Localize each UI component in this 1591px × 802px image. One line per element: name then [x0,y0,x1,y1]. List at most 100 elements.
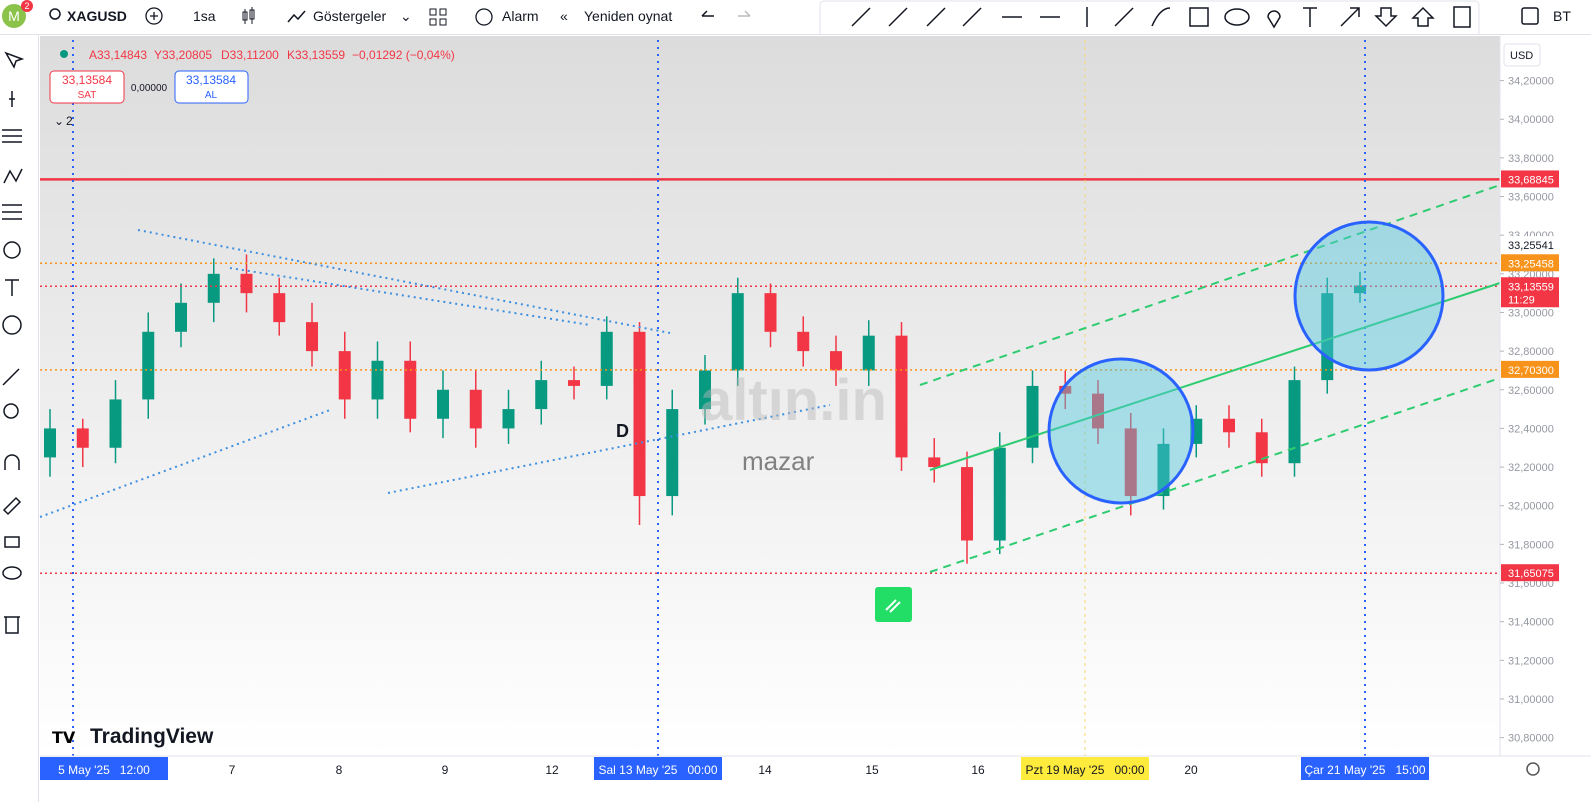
delete-tool[interactable] [4,616,20,634]
top-toolbar: M 2 [0,0,1591,35]
tool[interactable] [1374,7,1398,28]
brand: TradingView [90,725,214,748]
alarm[interactable]: Alarm [502,8,539,24]
legend-change: −0,01292 (−0,04%) [352,48,455,62]
symbol[interactable]: XAGUSD [67,8,127,24]
price-tag [1501,360,1559,378]
candle-body [371,360,384,400]
prediction-tool[interactable] [3,241,21,259]
y-tick-label: 31,00000 [1508,694,1554,706]
sell-label: SAT [78,90,97,101]
avatar[interactable] [2,4,26,28]
x-tick-label: 16 [971,763,985,777]
redo[interactable] [738,10,751,17]
emoji-tool[interactable] [2,315,22,335]
zoom-tool[interactable] [3,403,19,419]
pattern-tool[interactable] [3,168,23,184]
candle-body [1354,285,1366,294]
watermark-logo: altın.in [700,368,887,433]
tool[interactable] [851,7,871,27]
tool[interactable] [888,7,908,27]
y-tick-label: 32,60000 [1508,385,1554,397]
x-tick-label: Sal 13 May '25 00:00 [598,763,717,777]
candle-body [797,331,810,352]
indicators[interactable]: Göstergeler [313,8,387,24]
search-icon[interactable] [49,8,61,20]
replay-icon[interactable]: « [560,8,568,24]
channel-bottom [929,377,1501,573]
lines-tool[interactable] [2,129,22,143]
tool[interactable] [1303,7,1317,27]
price-tag-label: 32,70300 [1508,365,1554,377]
candle-body [699,370,711,410]
signal-icon [885,599,901,613]
tool[interactable] [1224,8,1250,26]
fib-tool[interactable] [2,204,22,220]
interval[interactable]: 1sa [193,8,216,24]
x-tick-label: 15 [865,763,879,777]
crosshair-tool[interactable] [9,91,15,107]
account[interactable]: BT [1553,8,1571,24]
drawing-label: D [616,421,629,441]
price-tag-label: 31,65075 [1508,568,1554,580]
avatar-letter: M [8,8,20,24]
price-axis [1500,36,1591,756]
x-tick-label: 14 [758,763,772,777]
candle-body [731,293,744,371]
cursor-tool[interactable] [4,51,25,69]
candle-body [175,302,187,332]
fullscreen[interactable] [1521,7,1539,25]
collapse-toggle[interactable]: ⌄ [54,114,64,128]
candle-body [928,457,941,468]
highlight-circle [1047,357,1195,505]
add-symbol[interactable] [145,7,163,25]
tool[interactable] [1267,10,1281,29]
candle-body [764,293,777,332]
candle-body [1026,385,1039,448]
y-tick-label: 32,80000 [1508,346,1554,358]
tool[interactable] [1340,7,1360,27]
candle-body [535,380,548,410]
layouts[interactable] [429,8,447,26]
left-toolbar [0,35,39,802]
tool[interactable] [1151,7,1171,27]
legend-high: Y33,20805 [154,48,212,62]
indicators-menu[interactable]: ⌄ [400,8,412,24]
magnet-tool[interactable] [4,454,20,470]
tool[interactable] [1189,7,1209,27]
y-tick-label: 33,80000 [1508,153,1554,165]
undo[interactable] [701,10,714,17]
tool[interactable] [1453,6,1471,28]
badge-count: 2 [24,1,29,11]
tool[interactable] [962,7,982,27]
time-highlight [1301,757,1429,780]
text-tool[interactable] [5,279,19,296]
ruler-tool[interactable] [2,368,20,386]
draw-lock[interactable] [2,496,22,516]
candle-body [306,322,318,352]
status-dot [60,50,68,58]
indicators-icon[interactable] [287,10,306,23]
currency-box[interactable] [1503,43,1541,67]
spread: 0,00000 [131,83,168,94]
watermark-site: mazar [742,446,815,476]
candle-body [633,331,646,497]
settings-icon[interactable] [1526,762,1540,776]
sell-button[interactable] [49,70,125,104]
visibility-tool[interactable] [2,566,22,580]
sell-price: 33,13584 [62,73,112,87]
drawing-toolbar [819,0,1480,34]
lock-tool[interactable] [4,536,20,548]
collapsed-count: 2 [66,114,73,128]
replay[interactable]: Yeniden oynat [584,8,673,24]
tool[interactable] [1114,7,1134,27]
x-tick-label: 9 [442,763,449,777]
tool[interactable] [926,7,946,27]
candle-body [142,331,155,400]
chart-type[interactable] [242,7,255,24]
candle-body [76,428,89,448]
tool[interactable] [1411,6,1435,27]
alarm-icon[interactable] [475,8,493,26]
buy-button[interactable] [174,70,249,104]
channel-mid [929,282,1501,471]
